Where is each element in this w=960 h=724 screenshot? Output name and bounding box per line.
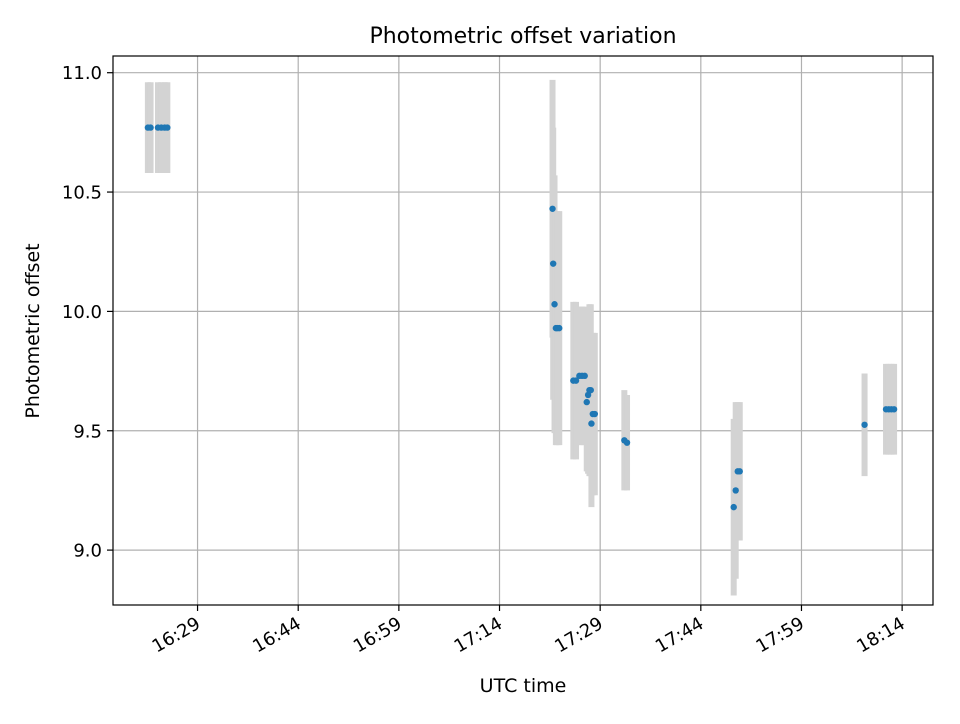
data-point (736, 468, 743, 475)
y-axis: 9.0 9.5 10.0 10.5 11.0 (62, 63, 113, 562)
y-tick-label: 10.5 (62, 183, 102, 204)
chart-title: Photometric offset variation (369, 24, 676, 49)
data-point (861, 421, 868, 428)
data-point (164, 124, 171, 131)
data-point (583, 398, 590, 406)
data-point (591, 410, 599, 418)
data-point (623, 439, 631, 446)
data-points (144, 124, 898, 511)
data-point (551, 301, 558, 308)
data-point (556, 324, 563, 332)
data-point (587, 386, 594, 394)
data-point (549, 205, 556, 212)
y-axis-label: Photometric offset (22, 243, 44, 418)
data-point (549, 260, 557, 267)
y-tick-label: 9.5 (73, 421, 102, 442)
grid (113, 56, 933, 605)
y-tick-label: 11.0 (62, 63, 102, 84)
data-point (581, 372, 588, 380)
plot-area-frame (112, 55, 934, 606)
y-tick-label: 10.0 (62, 302, 102, 323)
data-point (588, 420, 595, 427)
x-axis-label: UTC time (480, 675, 567, 697)
data-point (732, 487, 739, 494)
y-tick-label: 9.0 (73, 541, 102, 562)
data-point (147, 124, 154, 131)
data-point (572, 377, 580, 384)
data-point (730, 503, 737, 511)
data-point (890, 406, 898, 413)
